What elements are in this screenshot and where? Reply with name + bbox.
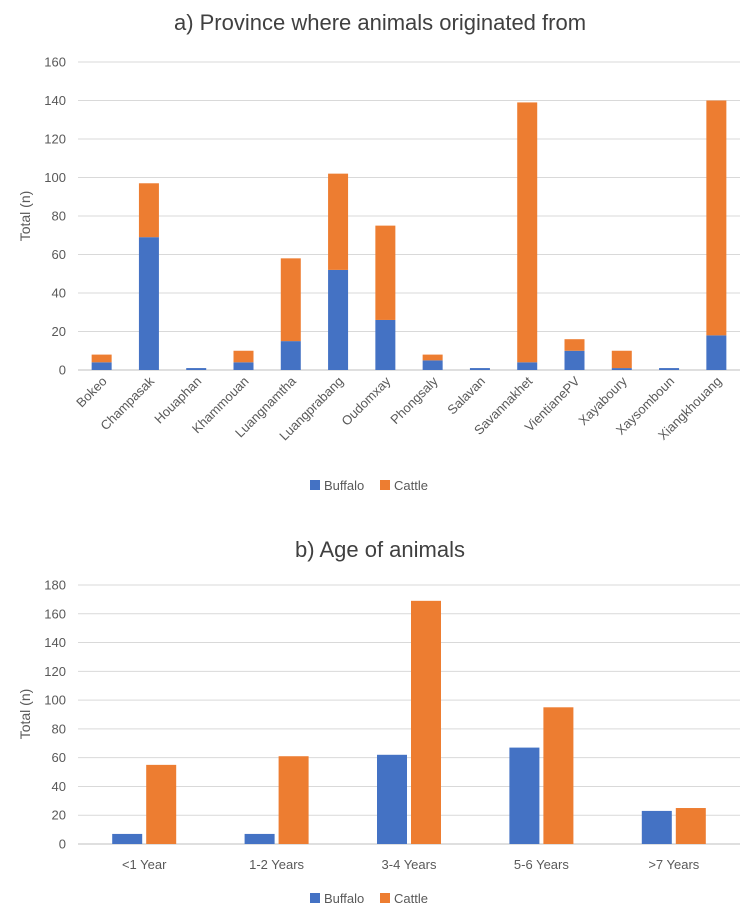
y-tick-label: 100 bbox=[44, 170, 66, 185]
bar-buffalo-xaysomboun bbox=[659, 368, 680, 370]
y-tick-label: 80 bbox=[52, 721, 66, 736]
bar-cattle-luangnamtha bbox=[280, 258, 301, 342]
chart-a-y-axis-label: Total (n) bbox=[17, 191, 33, 242]
chart-b-y-axis-label: Total (n) bbox=[17, 689, 33, 740]
y-tick-label: 180 bbox=[44, 578, 66, 593]
bar-cattle-xiangkhouang bbox=[706, 100, 727, 336]
bar-cattle-phongsaly bbox=[422, 354, 443, 361]
y-tick-label: 80 bbox=[52, 209, 66, 224]
bar-cattle-1-2-years bbox=[278, 756, 309, 844]
y-tick-label: 160 bbox=[44, 606, 66, 621]
legend-label-cattle: Cattle bbox=[394, 891, 428, 906]
chart-a-legend: Buffalo Cattle bbox=[310, 478, 428, 493]
bar-buffalo-houaphan bbox=[186, 368, 207, 370]
bar-cattle-bokeo bbox=[91, 354, 112, 363]
legend-swatch-buffalo bbox=[310, 480, 320, 490]
y-tick-label: 20 bbox=[52, 808, 66, 823]
x-tick-label-salavan: Salavan bbox=[444, 374, 488, 418]
legend-swatch-cattle bbox=[380, 480, 390, 490]
chart-b-x-ticks: <1 Year 1-2 Years 3-4 Years 5-6 Years >7 Yea… bbox=[122, 857, 700, 872]
chart-b-title: b) Age of animals bbox=[295, 537, 465, 562]
bar-buffalo-bokeo bbox=[91, 362, 112, 370]
x-tick-label-bokeo: Bokeo bbox=[73, 374, 110, 411]
y-tick-label: 40 bbox=[52, 779, 66, 794]
bar-buffalo-5-6-years bbox=[509, 747, 540, 844]
bar-cattle-xayaboury bbox=[611, 350, 632, 369]
bar-buffalo-luangnamtha bbox=[280, 341, 301, 370]
bar-cattle-savannakhet bbox=[517, 102, 538, 363]
bar-cattle-luangprabang bbox=[328, 173, 349, 270]
chart-b-y-ticks: 0 20 40 60 80 100 120 140 160 180 bbox=[44, 578, 66, 852]
y-tick-label: 0 bbox=[59, 837, 66, 852]
bar-cattle-1-year bbox=[146, 764, 177, 844]
chart-b-legend: Buffalo Cattle bbox=[310, 891, 428, 906]
x-tick-label-3-4-years: 3-4 Years bbox=[382, 857, 437, 872]
chart-b-gridlines bbox=[78, 584, 740, 845]
bar-cattle-3-4-years bbox=[411, 600, 441, 844]
chart-a-title: a) Province where animals originated fro… bbox=[174, 10, 586, 35]
x-tick-label-7-years: >7 Years bbox=[648, 857, 699, 872]
y-tick-label: 20 bbox=[52, 324, 66, 339]
chart-a-gridlines bbox=[78, 61, 740, 371]
x-tick-label-phongsaly: Phongsaly bbox=[387, 373, 441, 427]
bar-cattle-vientianepv bbox=[564, 339, 585, 351]
chart-a-bars bbox=[91, 100, 727, 370]
bar-buffalo-7-years bbox=[641, 810, 672, 844]
legend-label-buffalo: Buffalo bbox=[324, 478, 364, 493]
bar-buffalo-1-2-years bbox=[244, 833, 275, 844]
y-tick-label: 60 bbox=[52, 750, 66, 765]
legend-swatch-buffalo bbox=[310, 893, 320, 903]
bar-buffalo-vientianepv bbox=[564, 350, 585, 370]
y-tick-label: 160 bbox=[44, 55, 66, 70]
bar-buffalo-champasak bbox=[138, 237, 159, 370]
bar-cattle-champasak bbox=[138, 183, 159, 238]
bar-buffalo-khammouan bbox=[233, 362, 254, 370]
y-tick-label: 60 bbox=[52, 247, 66, 262]
bar-buffalo-3-4-years bbox=[377, 754, 407, 844]
bar-buffalo-1-year bbox=[112, 833, 143, 844]
legend-label-cattle: Cattle bbox=[394, 478, 428, 493]
age-chart: b) Age of animals Total (n) 0 20 40 60 80 100… bbox=[17, 537, 740, 906]
y-tick-label: 140 bbox=[44, 93, 66, 108]
bar-buffalo-xiangkhouang bbox=[706, 335, 727, 370]
x-tick-label-5-6-years: 5-6 Years bbox=[514, 857, 569, 872]
y-tick-label: 40 bbox=[52, 286, 66, 301]
bar-cattle-oudomxay bbox=[375, 225, 396, 320]
chart-b-bars bbox=[112, 600, 706, 844]
bar-cattle-5-6-years bbox=[543, 707, 574, 844]
legend-swatch-cattle bbox=[380, 893, 390, 903]
y-tick-label: 0 bbox=[59, 363, 66, 378]
x-tick-label-1-2-years: 1-2 Years bbox=[249, 857, 304, 872]
bar-cattle-7-years bbox=[675, 808, 706, 844]
province-chart: a) Province where animals originated fro… bbox=[17, 10, 740, 493]
legend-label-buffalo: Buffalo bbox=[324, 891, 364, 906]
chart-a-y-ticks: 0 20 40 60 80 100 120 140 160 bbox=[44, 55, 66, 378]
y-tick-label: 120 bbox=[44, 664, 66, 679]
bar-buffalo-xayaboury bbox=[611, 368, 632, 370]
x-tick-label-1-year: <1 Year bbox=[122, 857, 167, 872]
bar-buffalo-savannakhet bbox=[517, 362, 538, 370]
bar-buffalo-phongsaly bbox=[422, 360, 443, 370]
bar-buffalo-luangprabang bbox=[328, 269, 349, 370]
bar-cattle-khammouan bbox=[233, 350, 254, 363]
y-tick-label: 140 bbox=[44, 635, 66, 650]
bar-buffalo-salavan bbox=[469, 368, 490, 370]
y-tick-label: 100 bbox=[44, 693, 66, 708]
y-tick-label: 120 bbox=[44, 132, 66, 147]
x-tick-label-oudomxay: Oudomxay bbox=[338, 373, 393, 428]
chart-a-x-ticks: BokeoChampasakHouaphanKhammouanLuangnamt… bbox=[73, 373, 724, 443]
bar-buffalo-oudomxay bbox=[375, 319, 396, 370]
